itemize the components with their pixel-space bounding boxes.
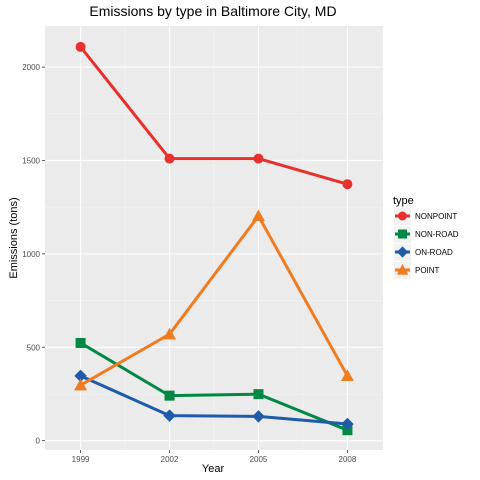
- chart-title: Emissions by type in Baltimore City, MD: [89, 3, 336, 19]
- data-point-nonpoint: [253, 153, 264, 164]
- data-point-nonpoint: [342, 179, 353, 190]
- data-point-nonpoint: [164, 153, 175, 164]
- y-tick-label: 1000: [22, 250, 40, 259]
- data-point-on-road: [341, 417, 354, 431]
- x-tick-label: 1999: [72, 455, 90, 464]
- legend-label-nonpoint: NONPOINT: [415, 212, 457, 221]
- legend-marker-point: [396, 264, 409, 275]
- legend: type NONPOINT NON-ROAD ON-ROAD POINT: [393, 195, 459, 279]
- data-point-on-road: [163, 409, 176, 422]
- legend-label-on-road: ON-ROAD: [415, 248, 453, 257]
- legend-items: NONPOINT NON-ROAD ON-ROAD POINT: [394, 208, 459, 279]
- series-line-point: [79, 214, 349, 387]
- legend-label-point: POINT: [415, 266, 440, 275]
- legend-marker-on-road: [396, 246, 409, 258]
- series-line-non-road: [79, 341, 348, 432]
- y-tick-label: 1500: [22, 156, 40, 165]
- y-tick-label: 500: [27, 343, 41, 352]
- data-point-on-road: [252, 410, 265, 423]
- legend-label-non-road: NON-ROAD: [415, 230, 459, 239]
- data-point-non-road: [253, 389, 264, 400]
- y-tick-label: 0: [36, 437, 41, 446]
- series-line-nonpoint: [79, 45, 348, 186]
- data-point-point: [251, 209, 265, 222]
- legend-title: type: [393, 195, 414, 207]
- data-point-non-road: [164, 390, 175, 401]
- x-axis: 1999 2002 2005 2008: [72, 450, 357, 464]
- series-lines: [79, 45, 349, 432]
- data-point-nonpoint: [75, 41, 86, 52]
- legend-marker-non-road: [398, 229, 407, 239]
- x-axis-label: Year: [202, 463, 225, 475]
- y-axis-label: Emissions (tons): [8, 197, 20, 278]
- data-point-on-road: [74, 369, 87, 383]
- series-points: [74, 41, 354, 436]
- data-point-non-road: [75, 337, 86, 348]
- series-line-on-road: [79, 374, 348, 426]
- grid-major: [45, 26, 383, 450]
- x-tick-label: 2002: [161, 455, 179, 464]
- data-point-point: [340, 369, 354, 382]
- x-tick-label: 2008: [339, 455, 357, 464]
- data-point-point: [163, 327, 177, 340]
- x-tick-label: 2005: [250, 455, 268, 464]
- y-axis: 0 500 1000 1500 2000: [22, 63, 45, 446]
- legend-marker-nonpoint: [398, 211, 407, 221]
- data-point-point: [74, 378, 88, 391]
- grid-minor: [45, 26, 383, 450]
- y-tick-label: 2000: [22, 63, 40, 72]
